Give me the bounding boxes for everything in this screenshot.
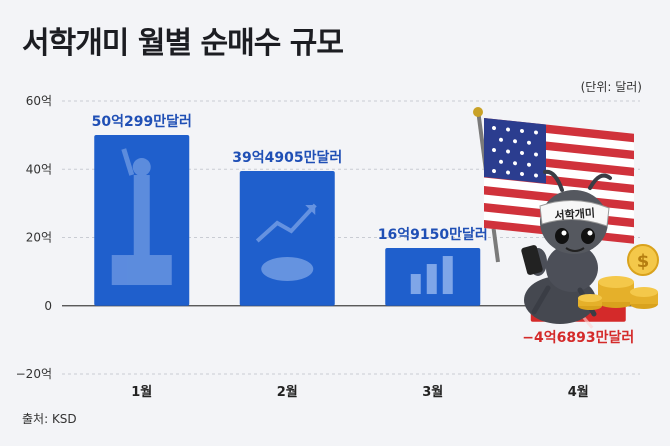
data-label: 16억9150만달러 — [378, 227, 488, 243]
x-axis-ticks: 1월 2월 3월 4월 — [131, 384, 589, 400]
chart-title: 서학개미 월별 순매수 규모 — [22, 26, 344, 61]
bar — [239, 170, 335, 306]
data-label: 39억4905만달러 — [232, 150, 342, 166]
unit-label: (단위: 달러) — [580, 80, 642, 94]
y-tick-label: −20억 — [16, 367, 52, 381]
y-axis-ticks: 60억 40억 20억 0 −20억 — [16, 94, 52, 381]
svg-text:$: $ — [637, 251, 650, 272]
data-label: −4억6893만달러 — [522, 330, 634, 346]
rising-bars-icon — [410, 256, 453, 295]
bull-trend-icon — [255, 203, 317, 281]
bar — [94, 135, 190, 306]
x-tick-label: 2월 — [277, 384, 298, 400]
statue-of-liberty-icon — [111, 148, 172, 286]
source-label: 출처: KSD — [22, 412, 77, 426]
x-tick-label: 1월 — [131, 384, 152, 400]
data-label: 50억299만달러 — [92, 114, 192, 130]
y-tick-label: 20억 — [26, 231, 52, 245]
mascot-badge-label: 서학개미 — [554, 206, 595, 223]
x-tick-label: 4월 — [568, 384, 589, 400]
y-tick-label: 40억 — [26, 162, 52, 176]
y-tick-label: 60억 — [26, 94, 52, 108]
data-labels: 50억299만달러 39억4905만달러 16억9150만달러 −4억6893만달러 — [92, 114, 635, 346]
x-tick-label: 3월 — [422, 384, 443, 400]
gold-coins-icon: $ — [578, 244, 659, 310]
y-tick-label: 0 — [44, 299, 52, 313]
